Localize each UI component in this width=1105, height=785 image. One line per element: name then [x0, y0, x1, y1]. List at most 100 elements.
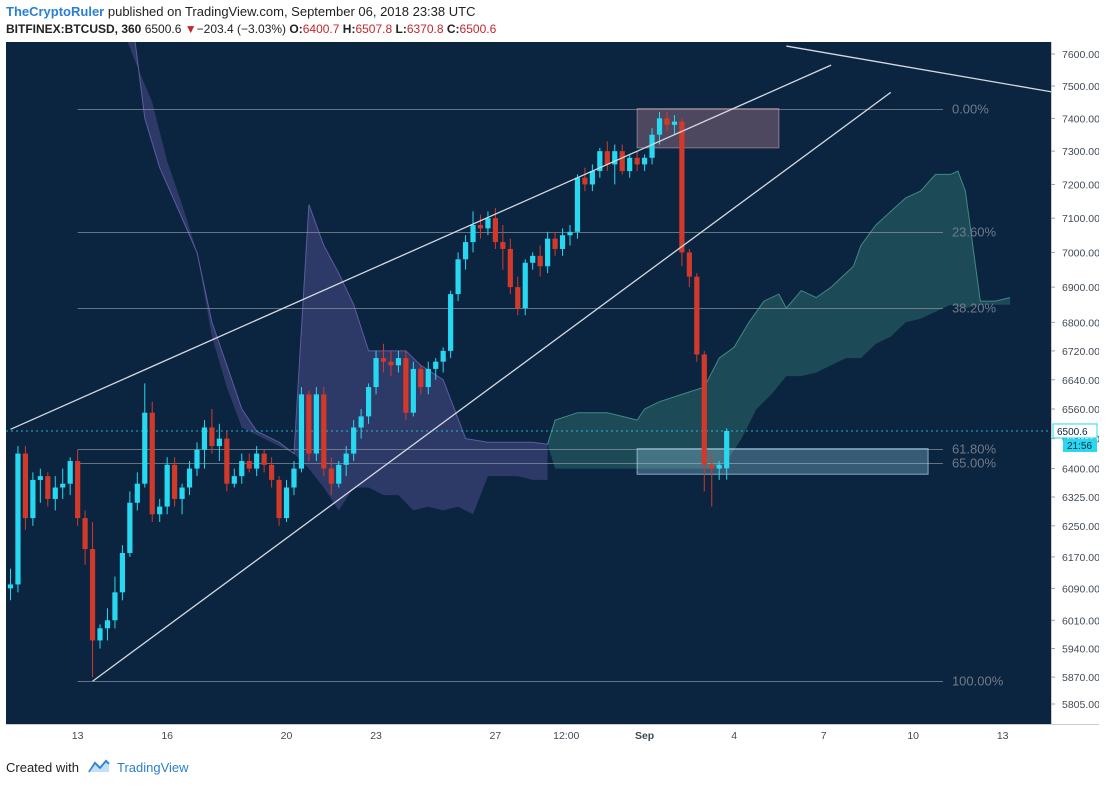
candle-body-down	[246, 461, 252, 469]
candle-body-down	[306, 394, 312, 454]
candle-body-down	[328, 468, 334, 484]
wedge-upper-trendline	[10, 64, 832, 430]
close-value: 6500.6	[459, 22, 497, 36]
open-value: 6400.7	[302, 22, 340, 36]
candle-body-up	[127, 502, 133, 553]
candle-body-down	[686, 252, 692, 277]
candle-body-up	[671, 121, 678, 125]
candle-body-up	[462, 242, 469, 260]
candle-body-down	[418, 368, 424, 388]
candle-body-up	[201, 427, 208, 450]
low-label: L:	[395, 22, 407, 36]
time-tick-label: 13	[72, 730, 84, 742]
price-tick-label: 7500.00	[1062, 81, 1099, 93]
price-tick-label: 5870.00	[1062, 672, 1099, 684]
price-tick-label: 6325.00	[1062, 492, 1099, 504]
candle-body-up	[395, 358, 402, 366]
wedge-lower-trendline	[92, 91, 892, 682]
down-arrow-icon: ▼	[184, 22, 197, 36]
resistance-trendline	[786, 45, 1051, 93]
candle-body-up	[559, 235, 566, 249]
time-tick-label: Sep	[635, 730, 654, 742]
tradingview-logo-icon	[88, 759, 110, 773]
price-tick-label: 7100.00	[1062, 213, 1099, 225]
last-price-label-box	[1052, 423, 1098, 439]
candle-body-down	[403, 358, 409, 413]
candle-body-up	[455, 259, 461, 295]
candle-body-up	[157, 506, 163, 515]
price-tick-label: 5805.00	[1062, 699, 1099, 711]
price-tick-label: 6400.00	[1062, 464, 1099, 476]
last-price-label: 6500.6	[1057, 427, 1088, 438]
candle-body-up	[30, 479, 36, 519]
price-tick-label: 6800.00	[1062, 317, 1099, 329]
candle-body-down	[634, 157, 640, 165]
candle-body-up	[649, 134, 655, 158]
fib-level-label: 100.00%	[952, 674, 1004, 689]
price-tick-label: 6900.00	[1062, 282, 1099, 294]
candle-body-down	[507, 248, 513, 288]
candle-body-down	[537, 255, 543, 267]
candle-body-up	[119, 552, 125, 593]
candle-body-up	[433, 361, 439, 369]
high-value: 6507.8	[355, 22, 393, 36]
candle-body-down	[149, 412, 155, 515]
candle-body-up	[52, 487, 58, 499]
time-tick-label: 23	[370, 730, 382, 742]
price-tick-label: 6010.00	[1062, 615, 1099, 627]
price-axis-background	[1051, 42, 1099, 724]
price-tick-label: 6090.00	[1062, 583, 1099, 595]
candle-body-down	[261, 453, 267, 465]
open-label: O:	[289, 22, 303, 36]
candle-body-up	[343, 453, 349, 465]
price-tick-label: 6640.00	[1062, 375, 1099, 387]
close-label: C:	[446, 22, 460, 36]
candle-body-up	[724, 430, 730, 469]
fib-demand-zone	[636, 448, 929, 475]
ichimoku-cloud-bearish	[127, 42, 548, 515]
candle-body-up	[104, 620, 111, 629]
candle-body-up	[254, 453, 260, 469]
fib-level-label: 0.00%	[952, 102, 989, 117]
tradingview-link[interactable]: TradingView	[117, 760, 189, 775]
chart-header: TheCryptoRuler published on TradingView.…	[0, 0, 1105, 42]
candle-body-down	[477, 224, 484, 229]
candle-body-up	[112, 592, 118, 621]
candle-body-down	[276, 479, 282, 519]
low-value: 6370.8	[406, 22, 444, 36]
price-tick-label: 6250.00	[1062, 521, 1099, 533]
candle-body-down	[45, 476, 51, 499]
candle-body-up	[239, 461, 245, 477]
candle-body-up	[298, 394, 305, 469]
price-chart[interactable]: 0.00% 23.60% 38.20% 61.80%65.00% 100.00% 7600…	[6, 42, 1099, 748]
last-price: 6500.6	[144, 22, 182, 36]
candle-body-up	[410, 368, 416, 413]
candle-body-up	[522, 262, 528, 309]
candle-body-up	[164, 464, 170, 507]
candle-body-up	[656, 118, 663, 135]
candle-body-down	[224, 438, 230, 484]
candle-body-up	[425, 368, 431, 388]
author-link[interactable]: TheCryptoRuler	[6, 4, 105, 19]
candle-body-down	[380, 358, 387, 362]
candle-body-up	[351, 427, 357, 454]
published-text: published on TradingView.com, September …	[107, 4, 476, 19]
candle-body-up	[7, 584, 14, 589]
candle-body-up	[231, 476, 237, 484]
candle-body-up	[194, 449, 200, 469]
time-tick-label: 13	[997, 730, 1009, 742]
candle-body-down	[679, 121, 685, 253]
candle-body-up	[597, 151, 603, 172]
fib-level-label: 61.80%	[952, 442, 997, 457]
candle-body-up	[216, 438, 222, 447]
countdown-label-box	[1063, 438, 1097, 452]
symbol-name: BITFINEX:BTCUSD, 360	[6, 22, 142, 36]
time-tick-label: 4	[731, 730, 737, 742]
candle-body-up	[567, 231, 573, 236]
candle-body-down	[22, 453, 29, 519]
chart-area[interactable]: 0.00% 23.60% 38.20% 61.80% 65.00% 100.00% 7600…	[6, 42, 1099, 748]
candle-body-down	[89, 549, 96, 641]
candle-body-up	[373, 358, 379, 388]
price-tick-label: 5940.00	[1062, 644, 1099, 656]
candle-body-up	[642, 157, 648, 165]
